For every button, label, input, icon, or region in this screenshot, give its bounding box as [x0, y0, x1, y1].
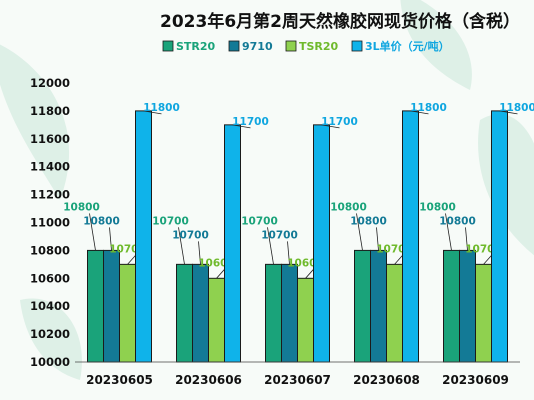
data-label: 10700	[241, 215, 278, 227]
bar	[475, 263, 492, 363]
y-tick-label: 11600	[30, 132, 70, 146]
leader-line	[127, 255, 136, 265]
data-label: 11700	[232, 116, 269, 128]
x-axis: 20230605 20230606 20230607 20230608 20230609	[75, 361, 520, 387]
y-tick-label: 10000	[30, 355, 70, 369]
leader-line	[143, 110, 162, 115]
leader-line	[178, 227, 185, 265]
leader-line	[483, 255, 492, 265]
data-label: 11700	[321, 116, 358, 128]
bar	[443, 249, 460, 363]
leader-line	[356, 213, 363, 251]
legend-label: TSR20	[299, 40, 339, 53]
x-tick-label: 20230608	[353, 373, 420, 387]
legend-swatch	[162, 40, 174, 52]
bar	[176, 263, 193, 363]
legend-label: 9710	[242, 40, 273, 53]
leader-line	[376, 227, 379, 251]
y-tick-label: 11200	[30, 188, 70, 202]
bar	[281, 263, 298, 363]
bar	[491, 110, 508, 363]
legend-swatch	[351, 40, 363, 52]
data-label: 10800	[419, 201, 456, 213]
bar	[224, 124, 241, 363]
chart-title: 2023年6月第2周天然橡胶网现货价格（含税）	[160, 11, 520, 32]
leader-line	[198, 241, 201, 265]
x-tick-label: 20230606	[175, 373, 242, 387]
leader-line	[465, 227, 468, 251]
data-label: 10800	[350, 215, 387, 227]
legend-label: 3L单价（元/吨）	[365, 39, 450, 53]
leader-line	[89, 213, 96, 251]
data-label: 11800	[143, 102, 180, 114]
legend: STR20 9710 TSR20 3L单价（元/吨）	[162, 39, 450, 53]
data-label: 10800	[330, 201, 367, 213]
y-tick-label: 11800	[30, 104, 70, 118]
bar	[103, 249, 120, 363]
bar	[135, 110, 152, 363]
y-tick-label: 10800	[30, 243, 70, 257]
leader-line	[267, 227, 274, 265]
leader-line	[109, 227, 112, 251]
data-label: 10700	[152, 215, 189, 227]
y-tick-label: 12000	[30, 76, 70, 90]
leader-line	[321, 124, 340, 129]
leader-line	[499, 110, 518, 115]
data-label: 10800	[63, 201, 100, 213]
bar	[459, 249, 476, 363]
y-tick-label: 10400	[30, 299, 70, 313]
leader-line	[410, 110, 429, 115]
data-label: 10700	[261, 229, 298, 241]
y-tick-label: 11000	[30, 216, 70, 230]
leader-line	[287, 241, 290, 265]
data-label: 11800	[499, 102, 534, 114]
bar	[402, 110, 419, 363]
bar	[87, 249, 104, 363]
bar	[265, 263, 282, 363]
bars: 1080010800107001180010700107001060011700…	[63, 102, 534, 363]
bar	[192, 263, 209, 363]
bar	[119, 263, 136, 363]
leaf-decoration	[400, 0, 472, 90]
leader-line	[216, 269, 225, 279]
x-tick-label: 20230609	[442, 373, 509, 387]
bar	[313, 124, 330, 363]
data-label: 10700	[172, 229, 209, 241]
leader-line	[445, 213, 452, 251]
leaf-decoration	[0, 44, 70, 200]
bar	[354, 249, 371, 363]
bar	[386, 263, 403, 363]
leaf-decoration	[20, 298, 82, 380]
bar	[370, 249, 387, 363]
x-tick-label: 20230605	[86, 373, 153, 387]
y-tick-label: 10600	[30, 271, 70, 285]
data-label: 11800	[410, 102, 447, 114]
y-tick-label: 11400	[30, 160, 70, 174]
legend-swatch	[228, 40, 240, 52]
bar	[208, 277, 225, 363]
y-axis: 10000 10200 10400 10600 10800 11000 11200 11400…	[30, 76, 70, 369]
leader-line	[232, 124, 251, 129]
legend-label: STR20	[176, 40, 216, 53]
legend-swatch	[285, 40, 297, 52]
data-label: 10800	[439, 215, 476, 227]
x-tick-label: 20230607	[264, 373, 331, 387]
bar	[297, 277, 314, 363]
data-label: 10800	[83, 215, 120, 227]
leader-line	[394, 255, 403, 265]
leader-line	[305, 269, 314, 279]
y-tick-label: 10200	[30, 327, 70, 341]
